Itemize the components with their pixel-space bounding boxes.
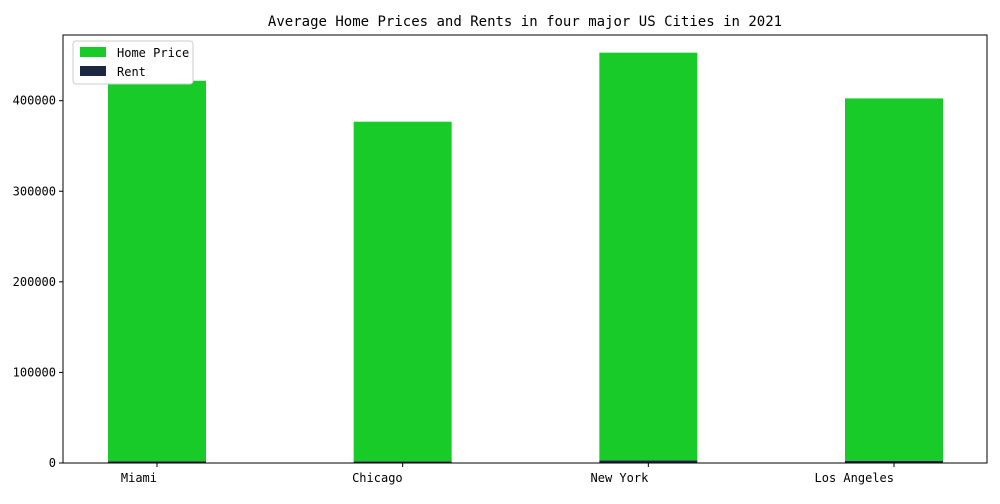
bar-home-price-miami (108, 80, 206, 462)
x-tick-label: Miami (121, 471, 157, 485)
axes-frame (62, 34, 988, 464)
x-tick-label: New York (591, 471, 650, 485)
y-axis: 0 100000 200000 300000 400000 (13, 94, 63, 470)
chart-title: Average Home Prices and Rents in four ma… (268, 14, 782, 30)
y-tick-label: 100000 (13, 365, 56, 379)
bar-rent-miami (108, 461, 206, 463)
legend-swatch-home-price (80, 47, 106, 57)
legend-label-home-price: Home Price (117, 46, 189, 60)
y-tick-label: 200000 (13, 275, 56, 289)
legend-swatch-rent (80, 66, 106, 76)
bar-home-price-chicago (353, 121, 452, 462)
bar-home-price-los-angeles (845, 98, 943, 461)
y-tick-label: 0 (49, 456, 56, 470)
y-tick-label: 300000 (13, 184, 56, 198)
bar-rent-los-angeles (845, 460, 943, 463)
bar-rent-new-york (599, 460, 698, 463)
bar-rent-chicago (353, 461, 452, 463)
x-axis: Miami Chicago New York Los Angeles (121, 463, 895, 485)
bar-home-price-new-york (599, 52, 698, 461)
y-tick-label: 400000 (13, 94, 56, 108)
x-tick-label: Los Angeles (815, 471, 894, 485)
x-tick-label: Chicago (352, 471, 403, 485)
legend: Home Price Rent (72, 40, 194, 85)
bars-layer (108, 52, 943, 463)
legend-label-rent: Rent (117, 65, 146, 79)
